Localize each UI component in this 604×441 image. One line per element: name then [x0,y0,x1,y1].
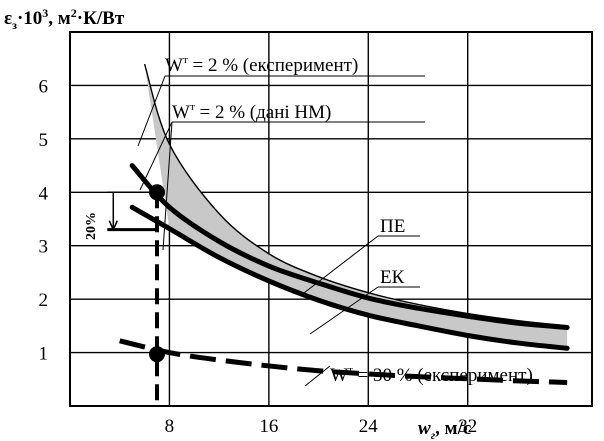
series-line [119,338,568,385]
leader-layer [137,75,425,387]
y-tick-label: 1 [39,344,49,365]
y-tick-label: 4 [39,183,49,204]
x-tick-label: 16 [259,416,278,437]
x-tick-label: 8 [165,416,175,437]
series-line [129,163,570,330]
leader-nm2-a [139,121,173,191]
data-marker [149,346,165,363]
y-tick-label: 2 [39,290,49,311]
annotation-ek: ЕК [380,267,405,288]
step-20-percent-label: 20% [84,212,99,240]
ticks-layer: 8 16 24 32 1 2 3 4 5 6 [39,76,478,437]
leader-ek [309,286,379,335]
step-arrowhead [108,220,118,232]
y-axis-label: εз·103, м2·К/Вт [4,6,125,32]
annotation-w30-experiment: Wт = 30 % (експеримент) [330,364,533,386]
annotation-w2-experiment: Wт = 2 % (експеримент) [165,54,358,76]
leader-nm2-b [162,121,173,251]
leader-pe [299,235,379,297]
band-upper-boundary [143,63,568,327]
x-axis-label: wг, м/с [418,418,471,441]
x-tick-label: 32 [458,416,477,437]
series-layer [119,163,570,385]
y-tick-label: 5 [39,130,49,151]
annotation-pe: ПЕ [380,216,405,237]
plot-frame [69,31,593,407]
annotation-w2-nm-data: Wт = 2 % (дані НМ) [172,101,331,123]
y-tick-label: 6 [39,76,49,97]
shaded-band [144,64,568,349]
band-layer [143,63,568,349]
series-line [129,204,570,351]
leader-exp2 [137,75,166,147]
y-tick-label: 3 [39,237,49,258]
leader-exp30 [304,365,331,387]
x-tick-label: 24 [359,416,379,437]
marker-layer [107,184,165,406]
